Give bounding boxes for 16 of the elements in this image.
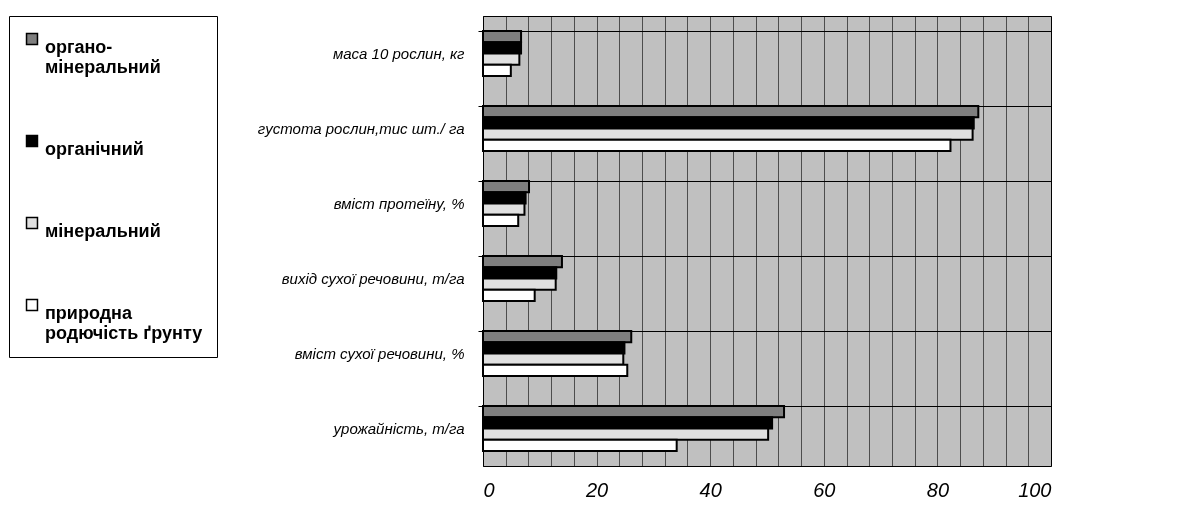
x-tick-label: 0 (483, 478, 495, 501)
y-tick-label: густота рослин,тис шт./ га (257, 119, 465, 137)
y-tick-label: урожайність, т/га (332, 419, 465, 437)
y-tick-label: маса 10 рослин, кг (332, 44, 466, 62)
x-tick-label: 100 (1018, 478, 1052, 501)
x-tick-label: 60 (813, 478, 836, 501)
x-tick-label: 40 (699, 478, 722, 501)
legend-label: органо-мінеральний (45, 37, 161, 77)
y-tick-label: вміст протеїну, % (333, 194, 465, 212)
legend-label: мінеральний (45, 221, 161, 241)
legend-label: природна родючість ґрунту (45, 303, 203, 343)
legend-label: органічний (45, 139, 144, 159)
x-tick-label: 80 (926, 478, 950, 501)
x-tick-label: 20 (584, 478, 609, 501)
y-tick-label: вихід сухої речовини, т/га (281, 269, 465, 287)
y-tick-label: вміст сухої речовини, % (294, 344, 465, 362)
